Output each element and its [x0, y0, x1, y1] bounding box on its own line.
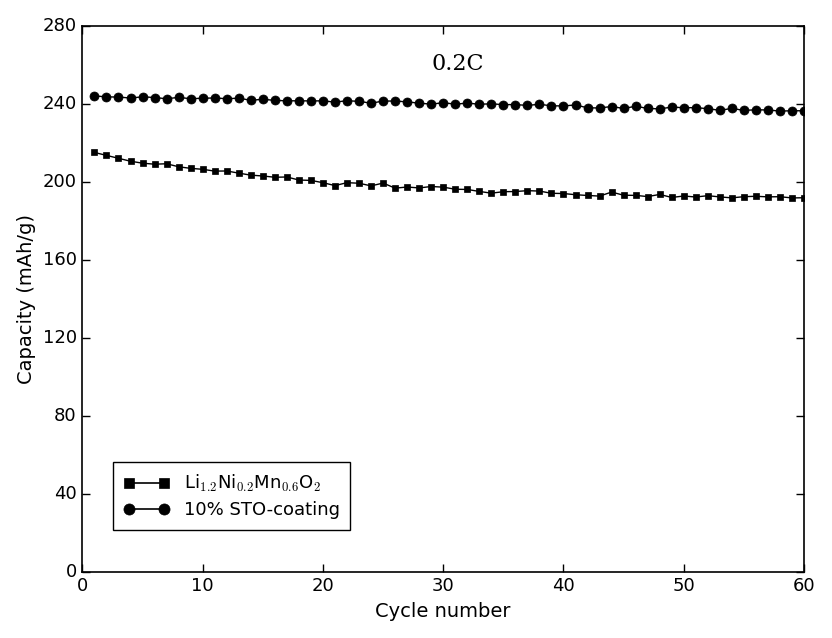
Text: 0.2C: 0.2C	[432, 53, 484, 75]
X-axis label: Cycle number: Cycle number	[375, 602, 511, 621]
Legend: Li$_{1.2}$Ni$_{0.2}$Mn$_{0.6}$O$_2$, 10% STO-coating: Li$_{1.2}$Ni$_{0.2}$Mn$_{0.6}$O$_2$, 10%…	[113, 462, 350, 530]
Y-axis label: Capacity (mAh/g): Capacity (mAh/g)	[17, 214, 36, 383]
